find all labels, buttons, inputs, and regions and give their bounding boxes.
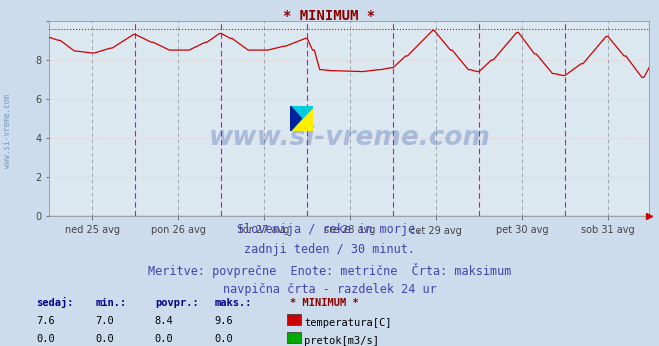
Text: Slovenija / reke in morje.: Slovenija / reke in morje. xyxy=(237,223,422,236)
Text: sedaj:: sedaj: xyxy=(36,297,74,308)
Text: 0.0: 0.0 xyxy=(96,334,114,344)
Text: 9.6: 9.6 xyxy=(214,316,233,326)
Text: temperatura[C]: temperatura[C] xyxy=(304,318,392,328)
Text: 0.0: 0.0 xyxy=(36,334,55,344)
Text: 7.6: 7.6 xyxy=(36,316,55,326)
Text: 8.4: 8.4 xyxy=(155,316,173,326)
Polygon shape xyxy=(290,106,301,131)
Text: maks.:: maks.: xyxy=(214,298,252,308)
Text: * MINIMUM *: * MINIMUM * xyxy=(283,9,376,22)
Text: 0.0: 0.0 xyxy=(155,334,173,344)
Text: pretok[m3/s]: pretok[m3/s] xyxy=(304,336,380,346)
Text: 7.0: 7.0 xyxy=(96,316,114,326)
Text: povpr.:: povpr.: xyxy=(155,298,198,308)
Text: 0.0: 0.0 xyxy=(214,334,233,344)
Text: min.:: min.: xyxy=(96,298,127,308)
Text: * MINIMUM *: * MINIMUM * xyxy=(290,298,358,308)
Text: Meritve: povprečne  Enote: metrične  Črta: maksimum: Meritve: povprečne Enote: metrične Črta:… xyxy=(148,263,511,278)
Text: zadnji teden / 30 minut.: zadnji teden / 30 minut. xyxy=(244,243,415,256)
Text: www.si-vreme.com: www.si-vreme.com xyxy=(208,125,490,151)
Text: www.si-vreme.com: www.si-vreme.com xyxy=(3,94,13,169)
Polygon shape xyxy=(290,106,313,131)
Polygon shape xyxy=(290,106,313,131)
Text: navpična črta - razdelek 24 ur: navpična črta - razdelek 24 ur xyxy=(223,283,436,297)
